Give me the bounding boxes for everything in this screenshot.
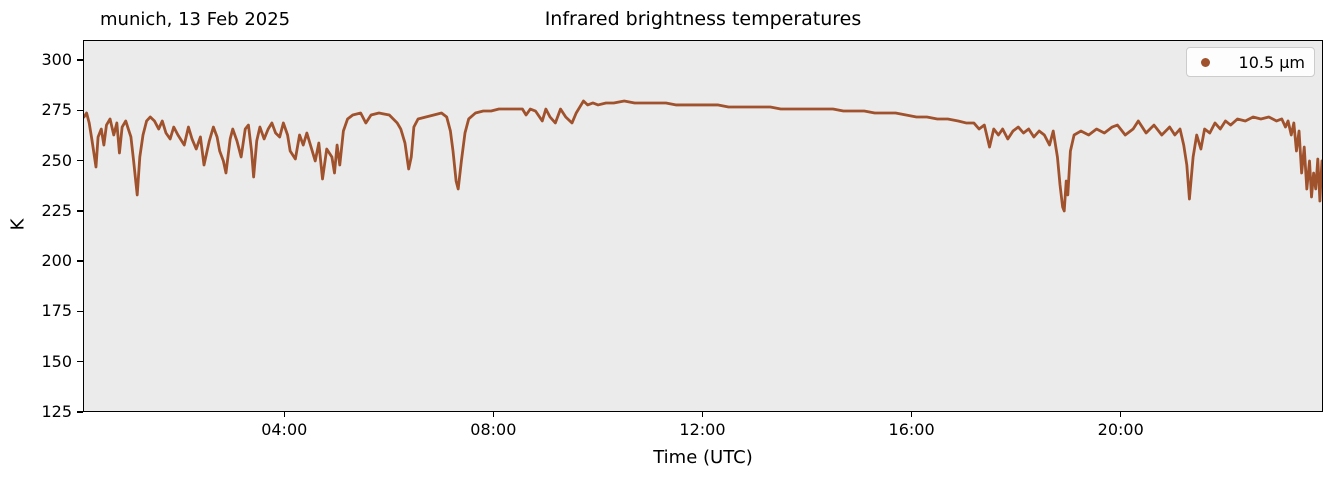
y-tick-mark bbox=[77, 360, 83, 363]
series-trace-10.5um bbox=[84, 99, 1322, 213]
x-tick-mark bbox=[492, 412, 495, 417]
legend-series-label: 10.5 μm bbox=[1238, 52, 1305, 72]
y-tick-label: 175 bbox=[41, 301, 72, 321]
y-tick-mark bbox=[77, 59, 83, 61]
x-tick-label: 16:00 bbox=[888, 420, 935, 439]
y-axis-label: K bbox=[7, 218, 29, 231]
y-tick-mark bbox=[77, 210, 83, 212]
corner-annotation: munich, 13 Feb 2025 bbox=[100, 9, 291, 30]
x-tick-label: 08:00 bbox=[470, 420, 517, 439]
x-tick-label: 12:00 bbox=[679, 420, 726, 439]
data-series-canvas bbox=[84, 99, 1322, 213]
y-tick-label: 300 bbox=[41, 50, 72, 70]
y-tick-mark bbox=[77, 109, 83, 112]
x-tick-label: 20:00 bbox=[1097, 420, 1144, 439]
legend: 10.5 μm bbox=[1186, 47, 1315, 77]
y-tick-label: 125 bbox=[41, 402, 72, 421]
y-tick-mark bbox=[77, 411, 83, 413]
x-tick-mark bbox=[701, 412, 704, 417]
y-tick-label: 150 bbox=[41, 351, 72, 371]
y-tick-label: 275 bbox=[41, 100, 72, 120]
y-tick-label: 225 bbox=[41, 200, 72, 220]
x-tick-mark bbox=[910, 412, 913, 417]
plot-area bbox=[83, 40, 1323, 412]
chart-title: Infrared brightness temperatures bbox=[544, 8, 862, 30]
y-tick-mark bbox=[77, 310, 83, 313]
x-axis-label: Time (UTC) bbox=[653, 447, 753, 468]
x-tick-label: 04:00 bbox=[261, 420, 308, 439]
x-tick-mark bbox=[1119, 412, 1122, 417]
x-tick-mark bbox=[283, 412, 285, 417]
legend-marker-dot-icon bbox=[1201, 57, 1210, 67]
y-tick-label: 200 bbox=[41, 251, 72, 271]
y-tick-mark bbox=[77, 260, 83, 262]
y-tick-label: 250 bbox=[41, 150, 72, 170]
y-tick-mark bbox=[77, 159, 83, 162]
